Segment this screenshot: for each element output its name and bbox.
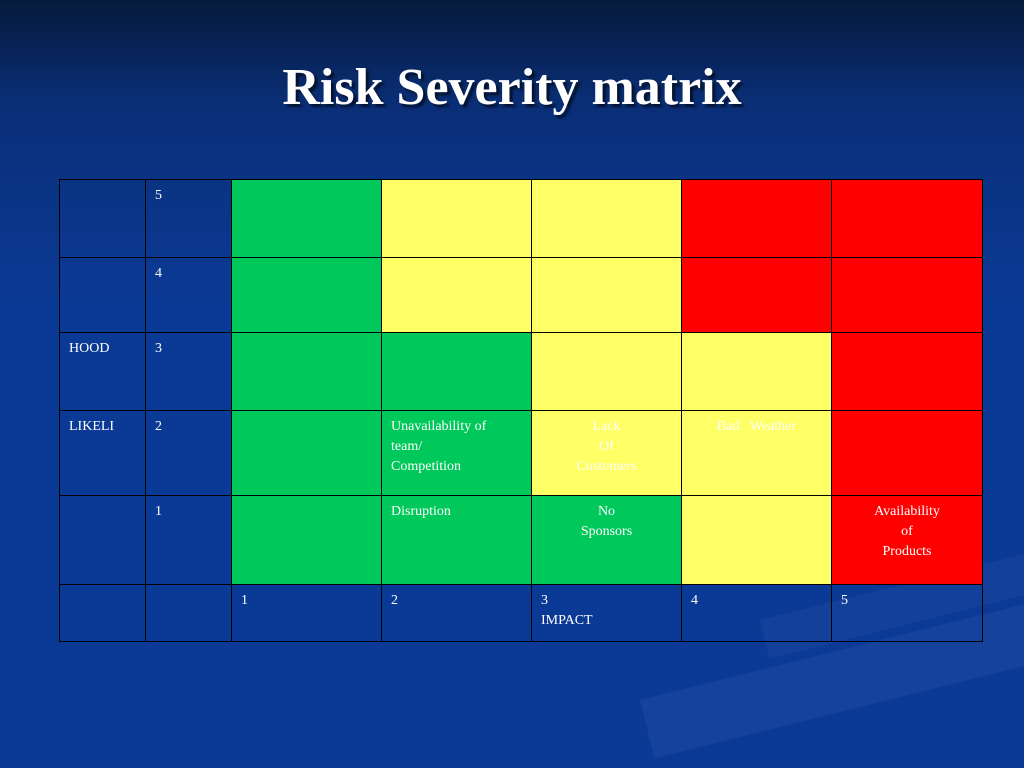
risk-item-text: Products bbox=[882, 544, 932, 559]
matrix-cell-4-4 bbox=[681, 257, 832, 333]
risk-item-text: Disruption bbox=[391, 504, 451, 519]
empty-corner-cell bbox=[145, 584, 232, 642]
matrix-cell-2-1 bbox=[231, 410, 382, 496]
risk-item-text: Customers bbox=[576, 459, 637, 474]
risk-item-text: Competition bbox=[391, 459, 461, 474]
likelihood-axis-label-part1: HOOD bbox=[59, 332, 146, 411]
matrix-cell-3-5 bbox=[831, 332, 983, 411]
matrix-cell-2-4: Bad Weather bbox=[681, 410, 832, 496]
risk-item-text: Bad Weather bbox=[716, 419, 797, 434]
matrix-cell-5-4 bbox=[681, 179, 832, 258]
matrix-cell-5-1 bbox=[231, 179, 382, 258]
likelihood-value: 2 bbox=[145, 410, 232, 496]
risk-item-text: Of bbox=[599, 439, 614, 454]
impact-value: 5 bbox=[831, 584, 983, 642]
matrix-cell-5-5 bbox=[831, 179, 983, 258]
matrix-cell-1-3: No Sponsors bbox=[531, 495, 682, 585]
side-label-cell bbox=[59, 257, 146, 333]
matrix-row-5: 5 bbox=[59, 179, 983, 258]
likelihood-value: 1 bbox=[145, 495, 232, 585]
risk-item-text: Availability bbox=[874, 504, 940, 519]
risk-item-text: of bbox=[901, 524, 913, 539]
impact-axis-row: 1 2 3 IMPACT 4 5 bbox=[59, 584, 983, 642]
risk-item-text: Unavailability of bbox=[391, 419, 487, 434]
matrix-cell-1-2: Disruption bbox=[381, 495, 532, 585]
likelihood-value: 4 bbox=[145, 257, 232, 333]
slide-title: Risk Severity matrix bbox=[282, 59, 742, 116]
matrix-cell-3-2 bbox=[381, 332, 532, 411]
matrix-cell-2-3: Lack Of Customers bbox=[531, 410, 682, 496]
risk-item-text: No bbox=[597, 504, 616, 519]
matrix-cell-5-2 bbox=[381, 179, 532, 258]
risk-item-text: Lack bbox=[592, 419, 621, 434]
matrix-cell-1-5: Availability of Products bbox=[831, 495, 983, 585]
matrix-cell-4-1 bbox=[231, 257, 382, 333]
matrix-cell-2-5 bbox=[831, 410, 983, 496]
matrix-row-1: 1 Disruption No Sponsors Availability of… bbox=[59, 495, 983, 585]
matrix-cell-5-3 bbox=[531, 179, 682, 258]
impact-value: 4 bbox=[681, 584, 832, 642]
matrix-cell-2-2: Unavailability of team/ Competition bbox=[381, 410, 532, 496]
matrix-row-3: HOOD 3 bbox=[59, 332, 983, 411]
matrix-cell-1-1 bbox=[231, 495, 382, 585]
matrix-cell-3-4 bbox=[681, 332, 832, 411]
matrix-cell-4-2 bbox=[381, 257, 532, 333]
risk-matrix-table: 5 4 HOOD 3 LIKELI bbox=[59, 179, 983, 642]
matrix-cell-3-3 bbox=[531, 332, 682, 411]
matrix-row-2: LIKELI 2 Unavailability of team/ Competi… bbox=[59, 410, 983, 496]
matrix-cell-3-1 bbox=[231, 332, 382, 411]
likelihood-value: 5 bbox=[145, 179, 232, 258]
empty-corner-cell bbox=[59, 584, 146, 642]
likelihood-axis-label-part2: LIKELI bbox=[59, 410, 146, 496]
risk-item-text: Sponsors bbox=[580, 524, 633, 539]
risk-item-text: team/ bbox=[391, 439, 423, 454]
side-label-cell bbox=[59, 179, 146, 258]
matrix-cell-4-3 bbox=[531, 257, 682, 333]
likelihood-value: 3 bbox=[145, 332, 232, 411]
impact-value: 2 bbox=[381, 584, 532, 642]
matrix-cell-4-5 bbox=[831, 257, 983, 333]
matrix-row-4: 4 bbox=[59, 257, 983, 333]
impact-axis-label: IMPACT bbox=[541, 613, 593, 628]
impact-value: 1 bbox=[231, 584, 382, 642]
impact-value-cell: 3 IMPACT bbox=[531, 584, 682, 642]
impact-value: 3 bbox=[541, 593, 548, 608]
side-label-cell bbox=[59, 495, 146, 585]
matrix-cell-1-4 bbox=[681, 495, 832, 585]
